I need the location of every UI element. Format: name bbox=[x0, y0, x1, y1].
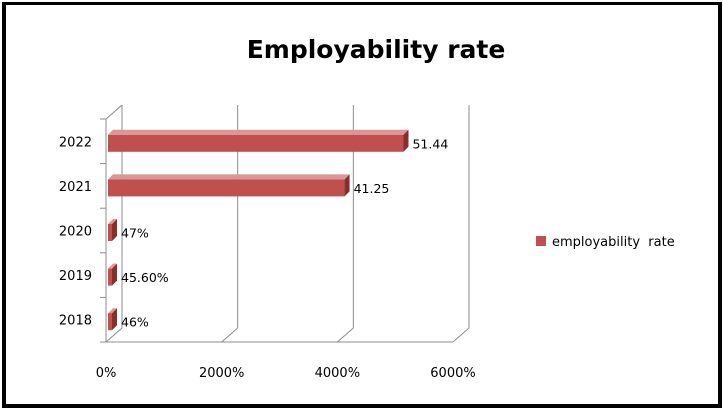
bar-front bbox=[108, 313, 112, 331]
bar-end bbox=[112, 308, 117, 331]
y-tick-label: 2020 bbox=[59, 225, 92, 240]
y-tick-label: 2019 bbox=[59, 269, 92, 284]
y-tick-label: 2018 bbox=[59, 314, 92, 329]
bar-chart: Employability rate 20182019202020212022 … bbox=[59, 35, 675, 381]
bar-end bbox=[344, 174, 350, 197]
floor-edge bbox=[452, 327, 470, 343]
bar-end bbox=[403, 129, 409, 152]
bar-top bbox=[108, 308, 117, 314]
data-label: 45.60% bbox=[121, 270, 169, 285]
bar-top bbox=[108, 129, 409, 135]
data-label: 47% bbox=[121, 226, 149, 241]
bar bbox=[108, 129, 409, 152]
data-label: 51.44 bbox=[412, 136, 448, 151]
floor-edge bbox=[221, 327, 238, 343]
x-tick-label: 0% bbox=[96, 366, 117, 381]
bar-end bbox=[112, 219, 117, 241]
bar-front bbox=[108, 179, 345, 197]
bar-front bbox=[108, 224, 112, 241]
floor-edge bbox=[337, 327, 354, 343]
chart-title: Employability rate bbox=[247, 35, 506, 64]
legend-label: employability rate bbox=[552, 235, 675, 250]
y-tick-label: 2021 bbox=[59, 180, 92, 195]
bar-end bbox=[112, 263, 117, 286]
floor-edge bbox=[105, 327, 123, 343]
bar-front bbox=[108, 134, 404, 152]
gridlines bbox=[105, 104, 470, 343]
data-label: 46% bbox=[121, 315, 149, 330]
x-tick-label: 2000% bbox=[199, 366, 244, 381]
bar-top bbox=[108, 174, 350, 180]
bar-front bbox=[108, 268, 112, 286]
bar bbox=[108, 263, 117, 286]
x-tick-label: 4000% bbox=[315, 366, 360, 381]
data-label: 41.25 bbox=[354, 181, 390, 196]
bar bbox=[108, 174, 350, 197]
x-tick-label: 6000% bbox=[430, 366, 475, 381]
bar bbox=[108, 219, 117, 241]
y-axis-ticks: 2018 2019 2020 2021 2022 bbox=[59, 118, 106, 343]
legend: employability rate bbox=[536, 235, 675, 250]
side-wall-top-edge bbox=[105, 104, 123, 120]
bars: 46% 45.60% 47% 41.25 51.44 bbox=[108, 129, 448, 331]
bar bbox=[108, 308, 117, 331]
y-tick-label: 2022 bbox=[59, 135, 92, 150]
legend-swatch bbox=[536, 236, 546, 246]
bar-top bbox=[108, 219, 117, 224]
x-axis-ticks: 0% 2000% 4000% 6000% bbox=[96, 366, 476, 381]
bar-top bbox=[108, 263, 117, 269]
